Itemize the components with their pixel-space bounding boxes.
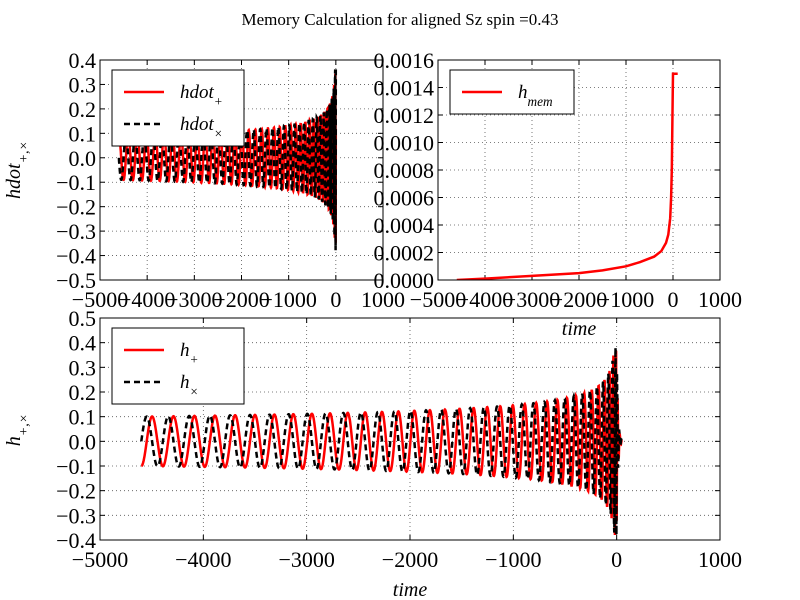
legend-label: h+ <box>180 340 198 367</box>
y-tick-label: −0.2 <box>56 479 96 504</box>
y-tick-label: 0.1 <box>69 405 97 430</box>
x-tick-label: −2000 <box>213 287 269 312</box>
y-tick-label: −0.1 <box>56 454 96 479</box>
plot-frame <box>99 59 384 281</box>
x-tick-label: −4000 <box>175 547 231 572</box>
x-axis-label: time <box>562 318 597 340</box>
x-tick-label: −2000 <box>382 547 438 572</box>
y-tick-label: −0.1 <box>56 170 96 195</box>
figure-title: Memory Calculation for aligned Sz spin =… <box>242 10 559 29</box>
x-tick-label: −2000 <box>551 287 607 312</box>
y-tick-label: −0.5 <box>56 268 96 293</box>
x-tick-label: 0 <box>330 287 341 312</box>
legend-label: h× <box>180 372 198 399</box>
legend-box <box>111 69 245 147</box>
x-tick-label: −5000 <box>72 287 128 312</box>
x-tick-label: −5000 <box>410 287 466 312</box>
y-tick-label: −0.3 <box>56 219 96 244</box>
x-tick-label: −4000 <box>119 287 175 312</box>
x-tick-label: −3000 <box>166 287 222 312</box>
legend-label: hmem <box>518 82 553 109</box>
panel-top-right: −5000−4000−3000−2000−1000 0 10000.00000.00… <box>374 48 743 340</box>
y-tick-label: 0.0006 <box>374 186 435 211</box>
x-tick-label: −4000 <box>457 287 513 312</box>
plot-frame <box>99 317 721 541</box>
x-tick-label: −3000 <box>278 547 334 572</box>
y-tick-label: 0.3 <box>69 72 97 97</box>
x-tick-label: −1000 <box>260 287 316 312</box>
y-tick-label: 0.0016 <box>374 48 435 73</box>
series-line-h-mem <box>456 72 678 280</box>
series-line-h- <box>140 350 623 536</box>
y-tick-label: 0.0010 <box>374 131 435 156</box>
y-tick-label: 0.0004 <box>374 213 435 238</box>
legend-label: hdot+ <box>180 82 223 109</box>
y-tick-label: −0.3 <box>56 503 96 528</box>
y-tick-label: 0.0 <box>69 146 97 171</box>
x-tick-label: −1000 <box>598 287 654 312</box>
series-line-hdot- <box>117 69 338 251</box>
x-axis-label: time <box>393 579 428 600</box>
x-tick-label: −5000 <box>72 547 128 572</box>
y-tick-label: 0.2 <box>69 380 97 405</box>
legend-box <box>449 69 575 115</box>
panel-top-left: −5000−4000−3000−2000−1000 0 1000−0.5−0.4−0… <box>3 48 405 312</box>
x-tick-label: 0 <box>668 287 679 312</box>
y-tick-label: −0.4 <box>56 244 96 269</box>
y-tick-label: 0.3 <box>69 355 97 380</box>
y-axis-label: h+,× <box>3 414 32 446</box>
legend-box <box>111 327 245 405</box>
y-tick-label: 0.0012 <box>374 103 435 128</box>
y-tick-label: 0.0014 <box>374 76 435 101</box>
x-tick-label: −1000 <box>485 547 541 572</box>
chart-panels: −5000−4000−3000−2000−1000 0 1000−0.5−0.4−0… <box>3 48 742 600</box>
y-tick-label: 0.4 <box>69 331 97 356</box>
plot-frame <box>437 59 721 281</box>
legend: hmem <box>449 69 575 115</box>
y-tick-label: 0.0 <box>69 429 97 454</box>
y-tick-label: 0.0000 <box>374 268 435 293</box>
x-tick-label: 1000 <box>698 287 742 312</box>
y-tick-label: −0.4 <box>56 528 96 553</box>
y-tick-label: 0.4 <box>69 48 97 73</box>
y-axis-label: hdot+,× <box>3 141 32 199</box>
legend: h+ h× <box>111 327 245 405</box>
panel-bottom: −5000 −4000 −3000 −2000 −1000 0 1000−0.4−0.3−0… <box>3 306 742 600</box>
x-tick-label: 1000 <box>698 547 742 572</box>
y-tick-label: 0.5 <box>69 306 97 331</box>
x-tick-label: 1000 <box>361 287 405 312</box>
legend-label: hdot× <box>180 114 223 141</box>
y-tick-label: 0.1 <box>69 121 97 146</box>
x-tick-label: 0 <box>611 547 622 572</box>
series-line-h- <box>140 347 624 536</box>
x-tick-label: −3000 <box>504 287 560 312</box>
y-tick-label: −0.2 <box>56 195 96 220</box>
legend: hdot+ hdot× <box>111 69 245 147</box>
y-tick-label: 0.0002 <box>374 241 435 266</box>
y-tick-label: 0.2 <box>69 97 97 122</box>
y-tick-label: 0.0008 <box>374 158 435 183</box>
